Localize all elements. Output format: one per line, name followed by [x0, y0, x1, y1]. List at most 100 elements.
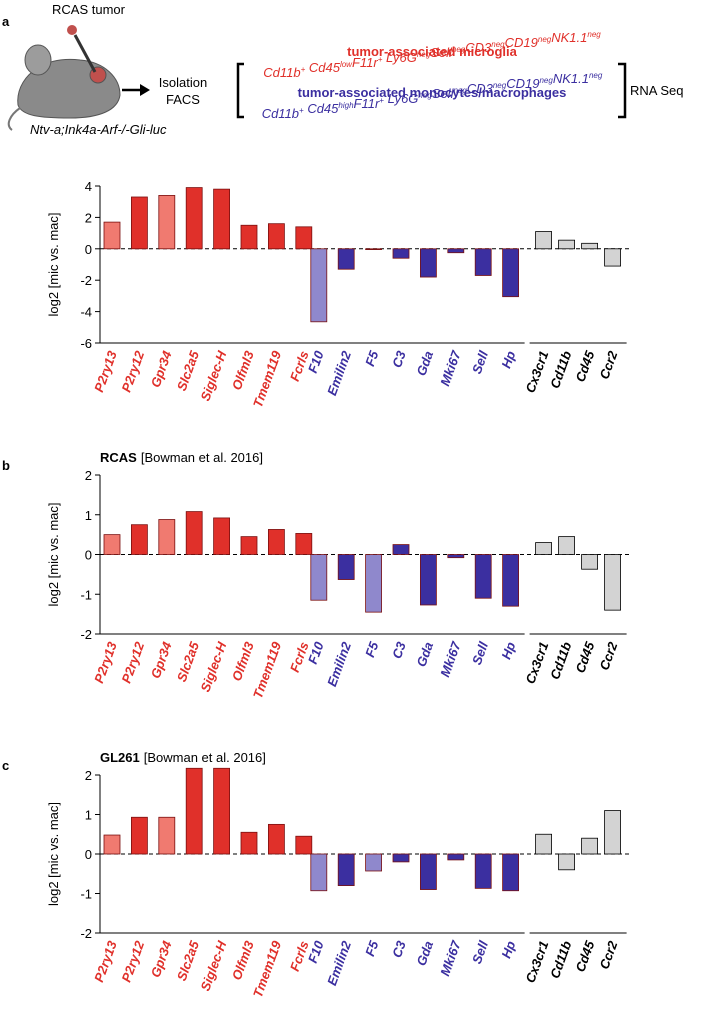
x-tick-label: F5 — [362, 348, 382, 368]
bar — [581, 554, 598, 570]
bar — [295, 226, 313, 250]
bracket-left — [236, 62, 244, 119]
bar — [419, 248, 437, 278]
marker-sup: neg — [453, 86, 467, 95]
bar — [392, 853, 410, 863]
x-tick-label: P2ry12 — [119, 938, 148, 984]
bar — [535, 542, 552, 555]
x-tick-label: Cd45 — [572, 639, 597, 675]
bar — [158, 195, 176, 250]
marker-sup: neg — [589, 71, 603, 80]
mouse-label: Ntv-a;Ink4a-Arf-/-Gli-luc — [30, 122, 167, 137]
x-tick-label: Mki67 — [437, 938, 464, 978]
x-tick-label: Emilin2 — [324, 639, 354, 688]
bar — [267, 223, 285, 250]
x-tick-label: Gda — [413, 939, 436, 968]
x-tick-label: Gda — [413, 640, 436, 669]
y-tick-label: 2 — [85, 768, 92, 783]
marker-name: Ly6G — [384, 91, 418, 106]
y-tick-label: 0 — [85, 242, 92, 257]
arrow-head — [140, 84, 150, 96]
y-tick-label: 2 — [85, 210, 92, 225]
x-tick-label: P2ry12 — [119, 639, 148, 685]
panel-label: a — [2, 14, 10, 29]
x-tick-label: Gda — [413, 349, 436, 378]
microglia-markers: Cd11b+ Cd45lowF11r+ Ly6GnegSellnegCD3neg… — [263, 30, 601, 80]
bar — [267, 529, 285, 555]
marker-name: Cd45 — [305, 60, 340, 75]
y-tick-label: 1 — [85, 508, 92, 523]
marker-sup: + — [301, 65, 306, 74]
marker-name: Cd11b — [263, 65, 300, 80]
bar — [447, 853, 465, 861]
x-tick-label: Slc2a5 — [174, 639, 202, 684]
title-bold: RCAS — [100, 450, 137, 465]
marker-sup: high — [338, 101, 354, 110]
bar — [158, 816, 176, 855]
bar — [502, 554, 520, 607]
bar — [419, 853, 437, 890]
x-tick-label: Cd45 — [572, 348, 597, 384]
marker-sup: + — [378, 55, 383, 64]
bar — [604, 554, 621, 611]
marker-sup: + — [379, 96, 384, 105]
bar — [240, 536, 258, 555]
y-tick-label: -2 — [80, 926, 92, 941]
y-tick-label: 4 — [85, 179, 92, 194]
x-tick-label: Olfml3 — [229, 938, 257, 982]
x-tick-label: Gpr34 — [148, 639, 175, 680]
x-tick-label: Sell — [469, 939, 491, 966]
bar — [502, 248, 520, 298]
x-tick-label: Slc2a5 — [174, 938, 202, 983]
x-tick-label: Olfml3 — [229, 639, 257, 683]
x-tick-label: Mki67 — [437, 639, 464, 679]
bar — [240, 831, 258, 855]
marker-sup: neg — [538, 35, 552, 44]
x-tick-label: Hp — [498, 640, 518, 661]
bar — [158, 519, 176, 555]
bar — [604, 810, 621, 855]
marker-name: Sell — [430, 45, 453, 60]
bar — [474, 554, 492, 599]
bar — [365, 554, 383, 613]
bar — [392, 544, 410, 555]
marker-name: Sell — [432, 86, 455, 101]
chart-title: RCAS [Bowman et al. 2016] — [100, 450, 263, 465]
bar — [604, 248, 621, 267]
marker-name: Ly6G — [382, 50, 416, 65]
bar — [130, 196, 148, 250]
bar — [365, 248, 383, 250]
x-tick-label: Cx3cr1 — [522, 640, 551, 686]
marker-sup: neg — [452, 45, 466, 54]
marker-name: CD19 — [506, 76, 539, 91]
bar — [581, 242, 598, 250]
bar — [240, 224, 258, 250]
panel-label: c — [2, 758, 9, 773]
marker-name: NK1.1 — [551, 30, 587, 45]
x-tick-label: Cx3cr1 — [522, 939, 551, 985]
x-tick-label: Emilin2 — [324, 348, 354, 397]
macrophage-title: tumor-associated monocytes/macrophages — [298, 85, 567, 100]
bar — [295, 835, 313, 855]
bar — [365, 853, 383, 872]
bar — [310, 554, 328, 601]
x-tick-label: F5 — [362, 938, 382, 958]
x-tick-label: C3 — [389, 938, 409, 959]
title-rest: [Bowman et al. 2016] — [144, 750, 266, 765]
y-tick-label: -4 — [80, 305, 92, 320]
bar — [419, 554, 437, 606]
x-tick-label: Siglec-H — [198, 639, 230, 694]
bar — [558, 536, 575, 555]
bar — [295, 533, 313, 555]
marker-sup: + — [299, 106, 304, 115]
x-tick-label: C3 — [389, 348, 409, 369]
x-tick-label: Siglec-H — [198, 348, 230, 403]
rna-seq-label: RNA Seq — [630, 83, 683, 98]
x-tick-label: Mki67 — [437, 348, 464, 388]
x-tick-label: P2ry12 — [119, 348, 148, 394]
marker-sup: neg — [491, 40, 505, 49]
x-tick-label: Olfml3 — [229, 348, 257, 392]
x-tick-label: Siglec-H — [198, 938, 230, 993]
bar — [337, 853, 355, 887]
bar — [337, 248, 355, 270]
